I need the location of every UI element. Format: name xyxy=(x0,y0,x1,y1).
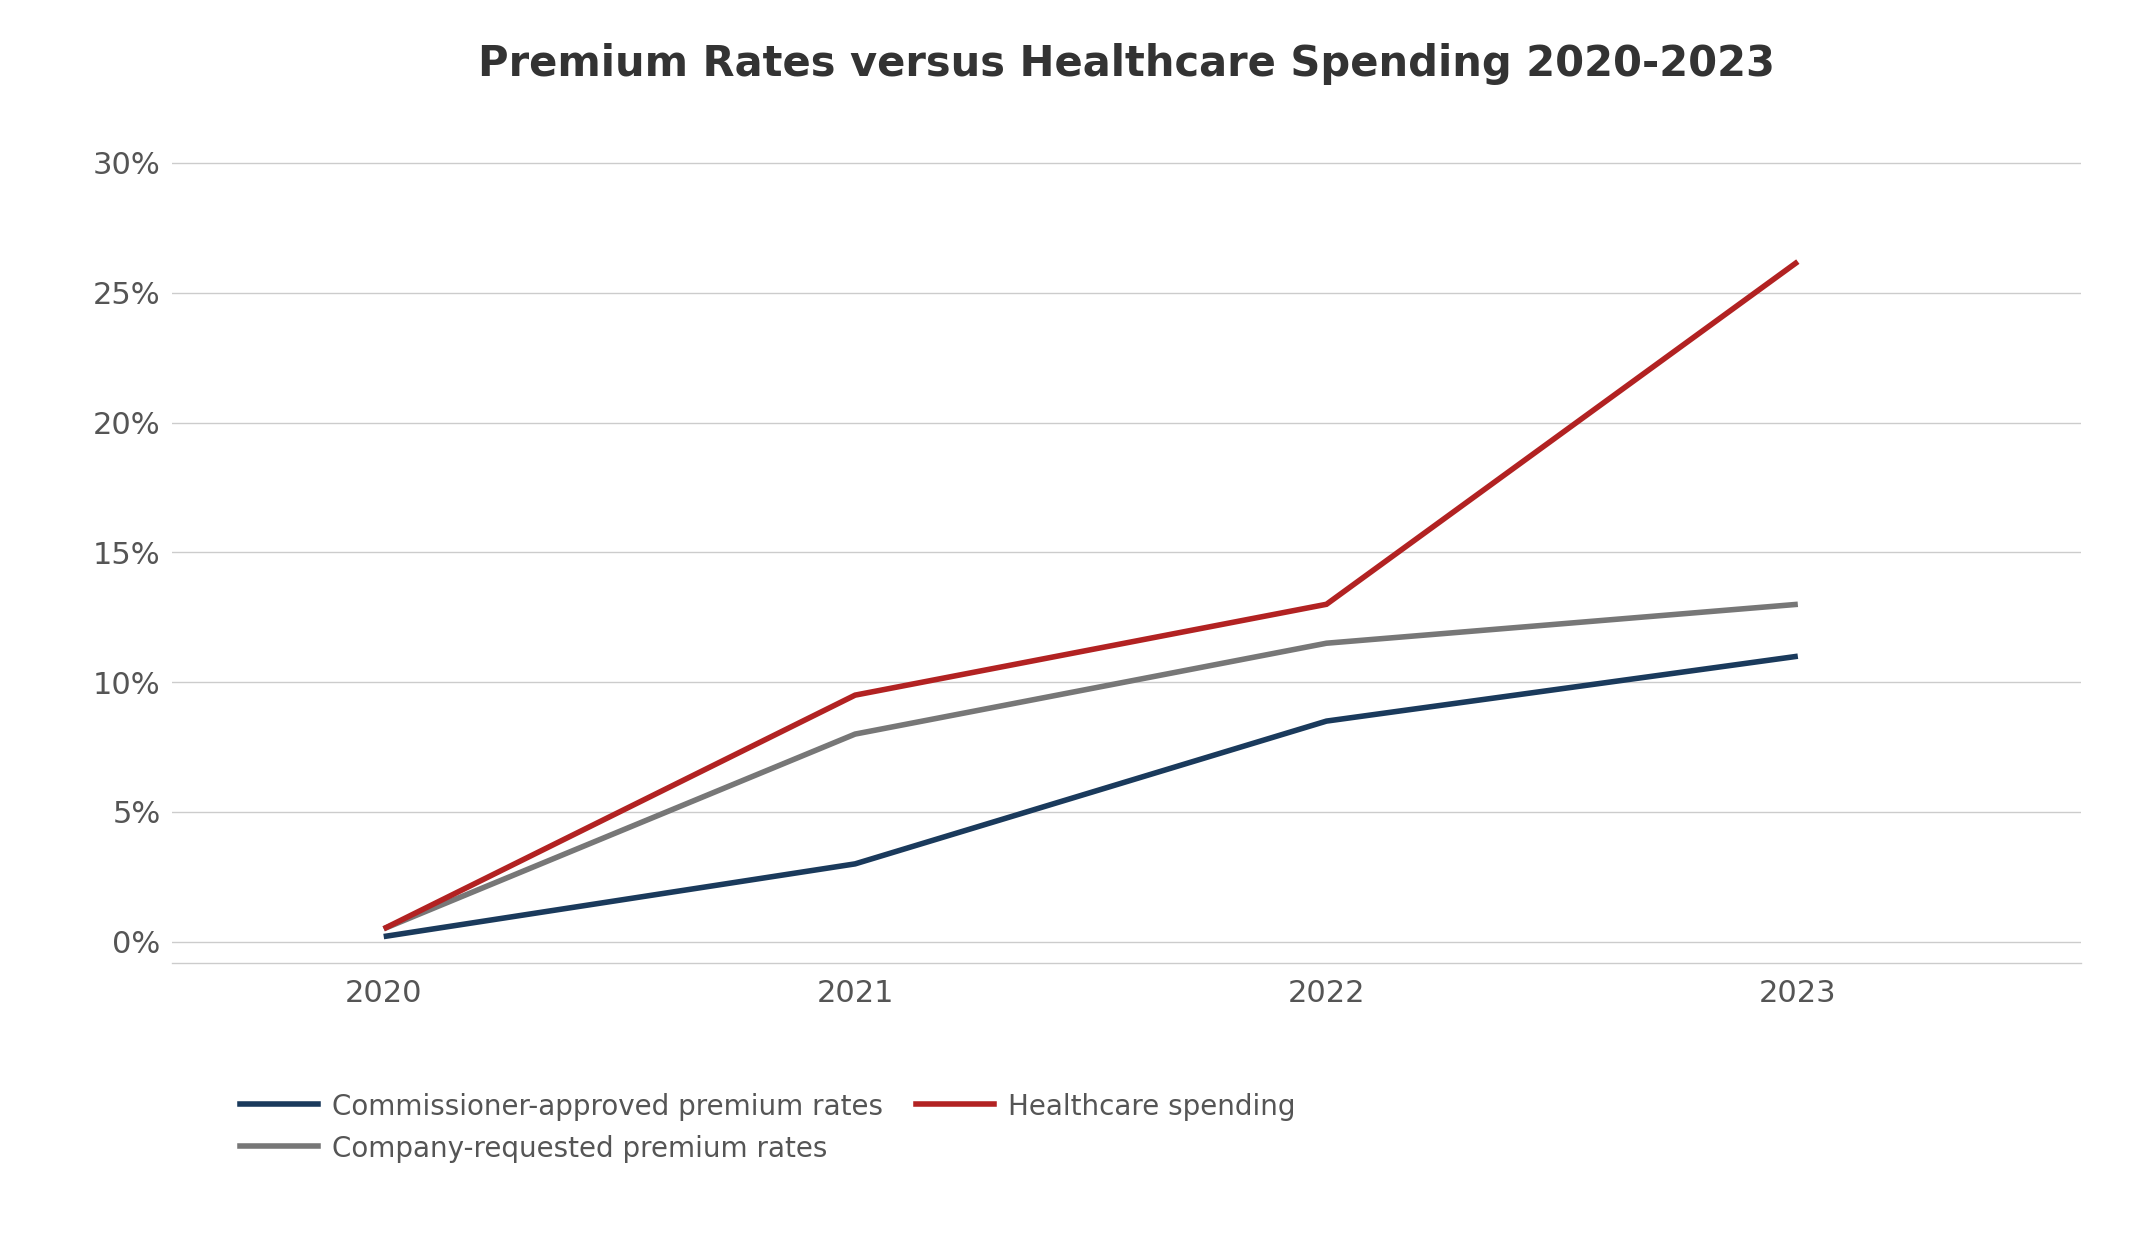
Title: Premium Rates versus Healthcare Spending 2020-2023: Premium Rates versus Healthcare Spending… xyxy=(478,43,1774,85)
Legend: Commissioner-approved premium rates, Company-requested premium rates, Healthcare: Commissioner-approved premium rates, Com… xyxy=(230,1082,1306,1174)
